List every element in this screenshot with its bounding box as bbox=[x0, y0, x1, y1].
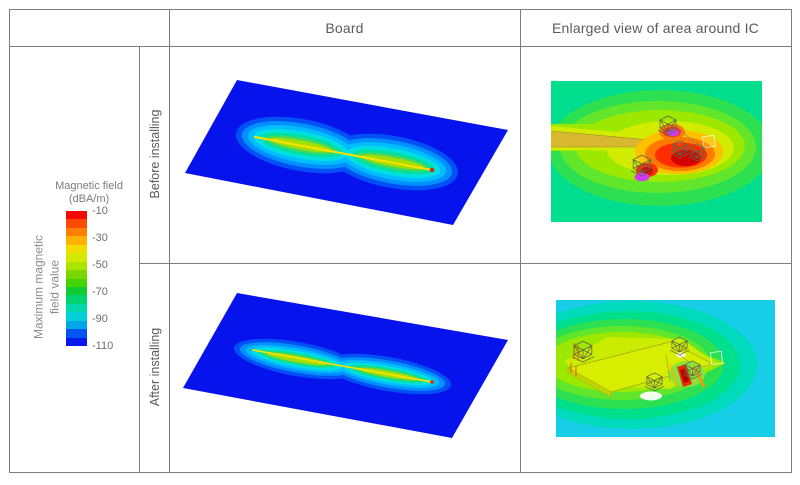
white-spot bbox=[676, 352, 686, 358]
enlarged-view-before-image bbox=[551, 81, 762, 222]
legend-axis-label: Maximum magnetic field value bbox=[31, 235, 62, 339]
colorbar-step bbox=[66, 253, 87, 262]
enlarged-view-after-image bbox=[556, 300, 775, 437]
colorbar-step bbox=[66, 320, 87, 330]
table-border-left bbox=[9, 9, 10, 473]
ghost-component-outline bbox=[709, 350, 724, 365]
grid-hline-rows bbox=[139, 263, 791, 264]
grid-vline-board bbox=[169, 9, 170, 472]
field-contours bbox=[235, 116, 459, 191]
colorbar-tick-label: -90 bbox=[92, 313, 108, 325]
colorbar-step bbox=[66, 295, 87, 304]
trace-line bbox=[252, 349, 433, 383]
colorbar-step bbox=[66, 278, 87, 287]
grid-vline-enlarged bbox=[520, 9, 521, 472]
white-spot bbox=[640, 391, 662, 401]
row-label-after-installing: After installing bbox=[148, 327, 162, 407]
trace-endpoint-hotspot bbox=[429, 167, 435, 173]
grid-vline-labels bbox=[139, 46, 140, 472]
colorbar-tick-label: -70 bbox=[92, 286, 108, 298]
colorbar-step bbox=[66, 261, 87, 271]
colorbar bbox=[66, 211, 87, 346]
board-simulation-before-image bbox=[185, 80, 508, 225]
colorbar-step bbox=[66, 270, 87, 279]
field-contours bbox=[233, 338, 452, 395]
colorbar-step bbox=[66, 227, 87, 237]
colorbar-step bbox=[66, 286, 87, 296]
colorbar-step bbox=[66, 244, 87, 254]
legend-title: Magnetic field (dBA/m) bbox=[46, 180, 132, 207]
colorbar-tick-label: -10 bbox=[92, 205, 108, 217]
colorbar-tick-label: -110 bbox=[92, 340, 114, 352]
trace-endpoint-hotspot bbox=[430, 380, 434, 384]
ghost-component-outline bbox=[701, 134, 717, 149]
colorbar-step bbox=[66, 329, 87, 338]
header-board: Board bbox=[325, 19, 364, 36]
colorbar-ticks: -10 -30 -50 -70 -90 -110 bbox=[92, 205, 126, 352]
table-border-top bbox=[9, 9, 792, 10]
colorbar-tick-label: -50 bbox=[92, 259, 108, 271]
legend-title-line2: (dBA/m) bbox=[68, 193, 110, 206]
board-simulation-after-image bbox=[183, 293, 508, 438]
header-enlarged-view: Enlarged view of area around IC bbox=[552, 19, 759, 36]
colorbar-step bbox=[66, 337, 87, 346]
table-border-right bbox=[791, 9, 792, 473]
magenta-spot bbox=[634, 172, 650, 182]
colorbar-step bbox=[66, 303, 87, 313]
colorbar-step bbox=[66, 211, 87, 220]
legend-axis-label-line1: Maximum magnetic bbox=[31, 234, 46, 340]
colorbar-step bbox=[66, 312, 87, 321]
legend-title-line1: Magnetic field bbox=[55, 180, 123, 192]
legend-axis-label-line2: field value bbox=[47, 259, 61, 315]
grid-hline-header bbox=[9, 46, 791, 47]
colorbar-step bbox=[66, 236, 87, 245]
table-border-bottom bbox=[9, 472, 792, 473]
trace-line bbox=[254, 136, 433, 171]
colorbar-tick-label: -30 bbox=[92, 232, 108, 244]
row-label-before-installing: Before installing bbox=[148, 109, 162, 199]
colorbar-step bbox=[66, 219, 87, 228]
